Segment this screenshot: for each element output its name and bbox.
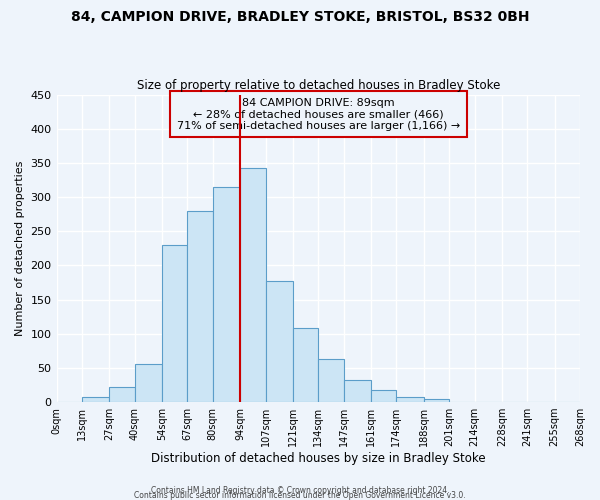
Bar [162, 245, 187, 402]
Text: Contains HM Land Registry data © Crown copyright and database right 2024.: Contains HM Land Registry data © Crown c… [151, 486, 449, 495]
Bar [293, 328, 318, 402]
Text: 84, CAMPION DRIVE, BRADLEY STOKE, BRISTOL, BS32 0BH: 84, CAMPION DRIVE, BRADLEY STOKE, BRISTO… [71, 10, 529, 24]
X-axis label: Distribution of detached houses by size in Bradley Stoke: Distribution of detached houses by size … [151, 452, 485, 465]
Bar [371, 390, 397, 402]
Bar [134, 364, 162, 402]
Bar [266, 281, 293, 402]
Text: 84 CAMPION DRIVE: 89sqm
← 28% of detached houses are smaller (466)
71% of semi-d: 84 CAMPION DRIVE: 89sqm ← 28% of detache… [176, 98, 460, 131]
Bar [187, 210, 213, 402]
Bar [109, 387, 134, 402]
Bar [318, 359, 344, 402]
Text: Contains public sector information licensed under the Open Government Licence v3: Contains public sector information licen… [134, 491, 466, 500]
Y-axis label: Number of detached properties: Number of detached properties [15, 160, 25, 336]
Bar [344, 380, 371, 402]
Bar [240, 168, 266, 402]
Bar [397, 398, 424, 402]
Title: Size of property relative to detached houses in Bradley Stoke: Size of property relative to detached ho… [137, 79, 500, 92]
Bar [424, 400, 449, 402]
Bar [213, 187, 240, 402]
Bar [82, 398, 109, 402]
